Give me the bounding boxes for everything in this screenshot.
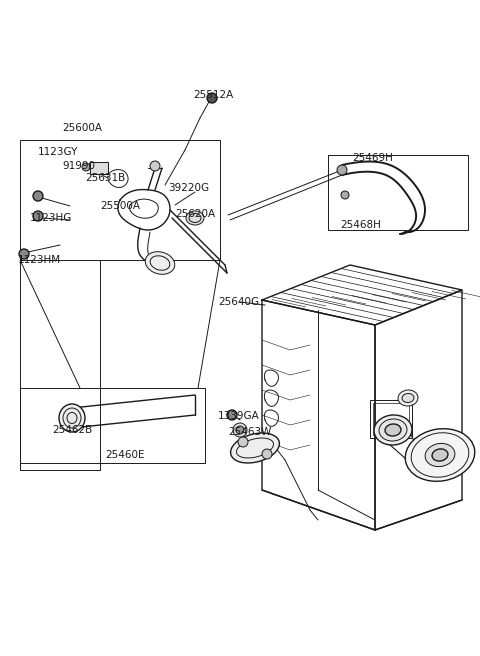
Text: 25620A: 25620A — [175, 209, 215, 219]
Ellipse shape — [59, 404, 85, 432]
Text: 25469H: 25469H — [352, 153, 393, 163]
Text: 25500A: 25500A — [100, 201, 140, 211]
Text: 1339GA: 1339GA — [218, 411, 260, 421]
Text: 25462B: 25462B — [52, 425, 92, 435]
Ellipse shape — [405, 428, 475, 482]
Circle shape — [227, 410, 237, 420]
Text: 25460E: 25460E — [105, 450, 144, 460]
Circle shape — [33, 211, 43, 221]
Circle shape — [150, 161, 160, 171]
Circle shape — [341, 191, 349, 199]
Circle shape — [238, 437, 248, 447]
Bar — [373, 403, 409, 435]
Text: 91990: 91990 — [62, 161, 95, 171]
Text: 1123HM: 1123HM — [18, 255, 61, 265]
Ellipse shape — [425, 443, 455, 466]
Text: 1123GY: 1123GY — [38, 147, 78, 157]
Text: 25463W: 25463W — [228, 427, 271, 437]
Text: 25468H: 25468H — [340, 220, 381, 230]
Circle shape — [33, 191, 43, 201]
Circle shape — [19, 249, 29, 259]
Text: 25640G: 25640G — [218, 297, 259, 307]
Circle shape — [233, 423, 247, 437]
Bar — [20, 140, 220, 260]
Circle shape — [236, 426, 244, 434]
Ellipse shape — [398, 390, 418, 406]
Text: 25512A: 25512A — [193, 90, 233, 100]
Ellipse shape — [385, 424, 401, 436]
Ellipse shape — [186, 211, 204, 225]
Bar — [370, 400, 412, 438]
Bar — [90, 162, 108, 174]
Text: 25631B: 25631B — [85, 173, 125, 183]
Text: 25600A: 25600A — [62, 123, 102, 133]
Ellipse shape — [402, 394, 414, 403]
Ellipse shape — [63, 408, 81, 428]
Ellipse shape — [374, 415, 412, 445]
Ellipse shape — [432, 449, 448, 461]
Text: 39220G: 39220G — [168, 183, 209, 193]
Bar — [20, 388, 205, 463]
Circle shape — [82, 163, 90, 171]
Ellipse shape — [145, 252, 175, 274]
Text: 1123HG: 1123HG — [30, 213, 72, 223]
Ellipse shape — [379, 419, 407, 441]
Circle shape — [337, 165, 347, 175]
Ellipse shape — [230, 433, 279, 463]
Bar — [328, 155, 468, 230]
Circle shape — [262, 449, 272, 459]
Circle shape — [207, 93, 217, 103]
